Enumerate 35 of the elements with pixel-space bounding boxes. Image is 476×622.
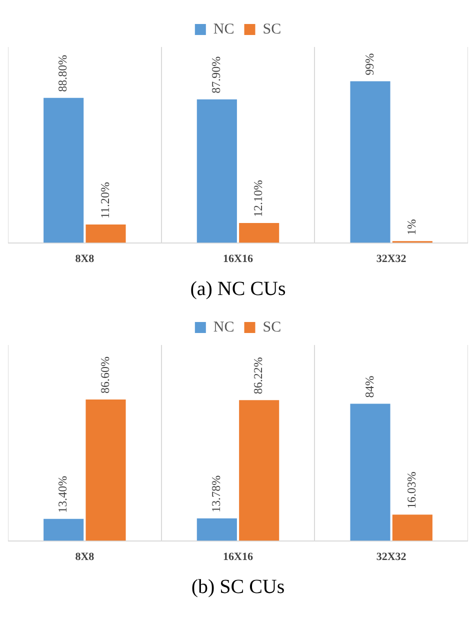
bar [86,224,126,243]
bar [350,81,390,243]
data-label: 13.78% [209,475,224,512]
x-tick-label: 8X8 [75,253,95,266]
data-label: 99% [362,53,376,76]
bar [86,400,126,541]
legend-label: SC [262,21,282,38]
data-label: 1% [404,219,419,236]
data-label: 13.40% [56,476,70,513]
x-tick-label: 16X16 [223,551,254,564]
legend-label: SC [262,319,282,336]
data-label: 88.80% [56,54,70,92]
bar [196,99,237,243]
data-label: 12.10% [251,180,266,218]
legend-label: NC [213,21,234,38]
data-label: 87.90% [209,56,224,94]
text: (b) SC CUs [190,575,286,600]
x-tick-label: 16X16 [223,253,254,266]
x-tick-label: 32X32 [376,253,407,266]
text: (a) NC CUs [189,277,287,302]
x-tick-label: 32X32 [376,551,407,564]
bar [44,518,84,541]
data-label: 86.60% [98,356,112,394]
bar [350,404,390,541]
bar [239,223,280,243]
bar [44,98,84,243]
bar [196,518,237,541]
x-tick-label: 8X8 [75,551,95,564]
data-label: 84% [362,376,376,398]
data-label: 16.03% [404,472,419,509]
data-label: 86.22% [251,357,266,394]
bar [239,400,280,541]
legend-label: NC [213,319,234,336]
data-label: 11.20% [98,182,112,219]
bar [392,514,432,541]
